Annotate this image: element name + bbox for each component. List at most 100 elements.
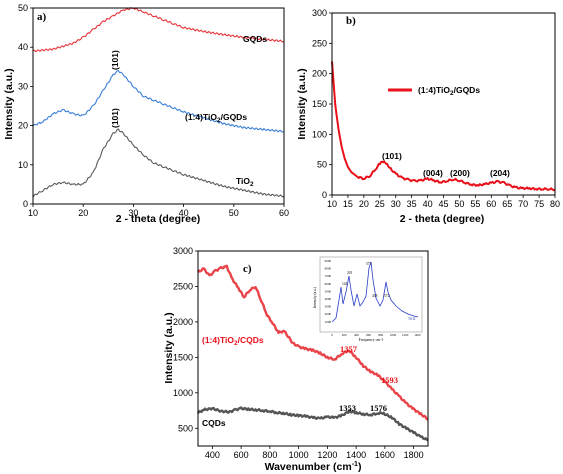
inset-ytick-label: 3000 [325,305,332,309]
inset-xtick-label: 400 [354,333,359,337]
inset-peak-144: 144 [342,282,348,286]
panel-c-ytick-label: 2000 [173,317,193,327]
panel-b-ytick-label: 250 [312,38,327,48]
inset-legend-tio2: TiO2 [408,317,416,321]
panel-b-ytick-label: 200 [312,69,327,79]
panel-c-xlabel: Wavenumber (cm-1) [265,461,362,473]
inset-xtick-label: 200 [342,333,347,337]
inset-ytick-label: 1000 [325,320,332,324]
panel-c-xtick-label: 800 [262,450,277,460]
panel-c-inset: 144 201 577 438 572 TiO2 Frequency cm-1 … [313,256,423,342]
panel-a-xtick-label: 30 [128,208,138,218]
panel-b-xtick-label: 45 [438,199,448,209]
panel-a-ytick-label: 20 [18,121,28,131]
panel-c-ytick-label: 1500 [173,352,193,362]
panel-a-series-label-tio2: TiO2 [236,176,254,188]
panel-b-series-line-0 [331,61,556,192]
inset-ytick-label: 7000 [325,274,332,278]
panel-b-xtick-label: 75 [534,199,544,209]
inset-spectrum-line [331,261,419,323]
panel-b-axes: 10 15 20 25 30 35 40 45 50 55 60 65 70 75 80 0 50 100 150 2… [312,8,560,209]
panel-c-xtick-label: 400 [205,450,220,460]
panel-a-series-line-2 [32,128,285,198]
panel-a-label: a) [37,11,47,23]
panel-b-ytick-label: 100 [312,129,327,139]
inset-frame [319,256,423,333]
panel-c-ytick-label: 2500 [173,281,193,291]
panel-a-peak-label-101-lower: (101) [110,108,120,128]
panel-a-ytick-label: 0 [23,199,28,209]
panel-a-xtick-label: 60 [279,208,289,218]
panel-b-frame [331,12,556,196]
panel-c-xtick-label: 1400 [346,450,366,460]
panel-c-ylabel: Intensity (a.u.) [163,312,175,383]
panel-a-xtick-label: 20 [78,208,88,218]
panel-a-xlabel: 2 - theta (degree) [116,213,201,225]
panel-a-peak-label-101-upper: (101) [110,50,120,70]
panel-c-xtick-label: 1600 [375,450,395,460]
inset-ytick-label: 9000 [325,259,332,263]
panel-a-xtick-label: 40 [179,208,189,218]
panel-b-ytick-label: 150 [312,99,327,109]
panel-b-ytick-label: 50 [317,160,327,170]
panel-b-xtick-label: 20 [359,199,369,209]
inset-ytick-label: 8000 [325,267,332,271]
panel-b-xtick-label: 40 [423,199,433,209]
inset-peak-572: 572 [384,294,390,298]
panel-c-peak-label-1593: 1593 [381,375,398,385]
panel-a-ytick-label: 30 [18,81,28,91]
panel-c-series-label-cqds: CQDs [202,418,226,428]
panel-a-ylabel: Intensity (a.u.) [3,68,15,139]
panel-b-xtick-label: 10 [327,199,337,209]
panel-b-xtick-label: 70 [518,199,528,209]
panel-b-peak-label-204: (204) [490,168,510,178]
panel-b-xtick-label: 25 [375,199,385,209]
inset-peak-201: 201 [347,271,353,275]
inset-xtick-label: 0 [331,333,333,337]
panel-b-peak-label-101: (101) [382,151,402,161]
panel-c-xtick-label: 600 [234,450,249,460]
panel-c-series-label-tio2-cqds: (1:4)TiO2/CQDs [202,335,264,347]
panel-b-label: b) [346,15,356,27]
panel-c-ytick-label: 500 [178,423,193,433]
panel-c-frame [197,250,429,447]
panel-c-xtick-label: 1000 [289,450,309,460]
panel-a-ytick-label: 50 [18,3,28,13]
inset-xlabel: Frequency cm-1 [359,338,384,342]
panel-c-axes: 400 600 800 1000 1200 1400 1600 1800 500 1000 1500… [173,246,424,460]
panel-a-xtick-label: 10 [28,208,38,218]
inset-ytick-label: 5000 [325,289,332,293]
panel-b-xlabel: 2 - theta (degree) [400,213,485,225]
panel-a-series-line-0 [32,7,285,52]
inset-xtick-label: 800 [378,333,383,337]
inset-ytick-label: 2000 [325,312,332,316]
panel-c-xtick-label: 1200 [317,450,337,460]
panel-c-peak-label-1353: 1353 [339,403,356,413]
panel-a-series-label-tio2-gqds: (1:4)TiO2/GQDs [185,112,247,124]
panel-b-ytick-label: 0 [322,190,327,200]
inset-xtick-label: 600 [366,333,371,337]
inset-ylabel: Intensity (a.u.) [313,286,317,308]
panel-c-peak-label-1357: 1357 [340,344,358,354]
inset-ytick-label: 6000 [325,282,332,286]
panel-b-xtick-label: 50 [454,199,464,209]
panel-c-chart: 400 600 800 1000 1200 1400 1600 1800 500 1000 1500… [163,246,429,473]
panel-c-ytick-label: 1000 [173,388,193,398]
panel-c-xtick-label: 1800 [404,450,424,460]
panel-c-series-line-1 [196,406,429,442]
panel-b-xtick-label: 35 [407,199,417,209]
panel-a-frame [32,7,285,205]
panel-b-peak-label-004: (004) [423,168,443,178]
panel-a-xtick-label: 50 [229,208,239,218]
panel-a-series-label-gqds: GQDs [243,34,267,44]
panel-a-ytick-label: 10 [18,160,28,170]
inset-ytick-label: 4000 [325,297,332,301]
panel-b-ylabel: Intensity (a.u.) [296,68,308,139]
panel-c-series-line-0 [197,264,428,421]
panel-b-xtick-label: 30 [391,199,401,209]
inset-xtick-label: 1000 [390,333,397,337]
panel-b-peak-label-200: (200) [450,168,470,178]
